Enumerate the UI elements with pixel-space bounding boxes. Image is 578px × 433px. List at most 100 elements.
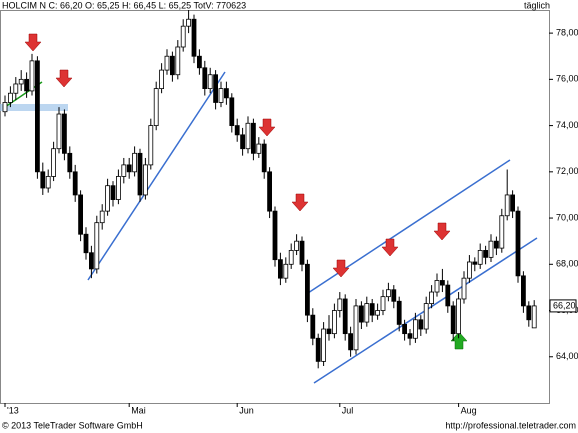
- y-tick-label: 64,00: [556, 351, 578, 361]
- candle-body: [116, 176, 121, 200]
- candle-body: [299, 240, 305, 265]
- period-label: täglich: [524, 0, 550, 10]
- candle-body: [35, 60, 40, 173]
- y-tick-label: 68,00: [556, 259, 578, 269]
- candle-body: [283, 263, 289, 279]
- candle-body: [180, 25, 186, 48]
- candle-body: [89, 252, 94, 270]
- candle-body: [277, 259, 283, 279]
- candle-body: [186, 18, 192, 27]
- candle-body: [499, 215, 505, 249]
- candle-body: [310, 314, 316, 339]
- candle-body: [256, 143, 262, 154]
- candle-body: [418, 319, 424, 330]
- sell-arrow: [55, 69, 73, 88]
- candle-body: [272, 210, 278, 261]
- candle-body: [348, 333, 354, 351]
- candle-body: [164, 55, 170, 71]
- candle-body: [83, 233, 89, 254]
- candle-body: [423, 303, 429, 330]
- candle-body: [229, 97, 235, 126]
- candle-body: [159, 69, 165, 89]
- candle-body: [67, 152, 73, 173]
- candle-body: [191, 18, 197, 57]
- candle-body: [110, 185, 116, 200]
- trend-line: [87, 71, 226, 281]
- candle-body: [369, 303, 375, 316]
- candle-body: [267, 171, 273, 212]
- candle-body: [250, 122, 256, 154]
- candle-body: [391, 289, 397, 302]
- candle-body: [132, 152, 138, 173]
- candle-body: [213, 74, 219, 103]
- candle-body: [72, 171, 78, 196]
- candle-body: [196, 55, 202, 69]
- candle-body: [218, 88, 224, 103]
- candle-body: [121, 164, 127, 177]
- candle-body: [13, 83, 19, 94]
- y-tick-label: 70,00: [556, 212, 578, 222]
- candle-body: [412, 319, 418, 339]
- candle-body: [202, 67, 208, 90]
- candle-body: [488, 240, 494, 258]
- sell-arrow: [381, 238, 399, 257]
- candle-body: [429, 291, 435, 304]
- candle-body: [331, 310, 337, 335]
- x-tick-label: Mai: [131, 405, 146, 415]
- candle-body: [137, 152, 143, 196]
- source-url: http://professional.teletrader.com: [445, 420, 576, 430]
- candle-body: [445, 284, 451, 307]
- candle-body: [40, 171, 46, 189]
- sell-arrow: [258, 118, 276, 137]
- candle-body: [105, 185, 110, 212]
- candle-body: [380, 296, 386, 311]
- candle-body: [78, 194, 83, 235]
- candle-body: [337, 298, 343, 311]
- sell-arrow: [332, 259, 350, 278]
- sell-arrow: [433, 222, 451, 241]
- candle-body: [7, 92, 13, 103]
- candle-body: [142, 164, 148, 196]
- candle-body: [466, 261, 472, 279]
- candle-body: [385, 289, 391, 298]
- candle-body: [45, 176, 51, 189]
- candle-body: [450, 305, 456, 335]
- candle-body: [483, 250, 489, 258]
- candle-body: [515, 210, 521, 277]
- candle-body: [531, 305, 537, 329]
- sell-arrow: [24, 33, 42, 52]
- candle-body: [234, 125, 240, 136]
- y-tick-label: 76,00: [556, 74, 578, 84]
- candle-body: [24, 78, 30, 92]
- candle-body: [434, 280, 440, 293]
- candle-body: [99, 210, 105, 224]
- y-tick-label: 72,00: [556, 166, 578, 176]
- y-tick-label: 78,00: [556, 27, 578, 37]
- candle-body: [315, 337, 321, 362]
- candle-body: [326, 328, 332, 335]
- candle-body: [396, 300, 402, 325]
- copyright: © 2013 TeleTrader Software GmbH: [2, 420, 143, 430]
- x-tick-label: Jun: [239, 405, 254, 415]
- candle-body: [342, 298, 348, 335]
- candle-body: [62, 113, 67, 154]
- candle-body: [2, 102, 8, 113]
- candle-body: [510, 194, 516, 212]
- candle-body: [353, 305, 359, 351]
- candle-body: [439, 280, 445, 286]
- candle-body: [321, 328, 327, 362]
- candle-body: [18, 78, 24, 85]
- candle-body: [56, 113, 62, 150]
- candle-body: [358, 305, 364, 323]
- candle-body: [456, 298, 462, 335]
- candle-body: [207, 74, 213, 89]
- candle-body: [169, 55, 175, 76]
- last-price-label: 66,20: [553, 300, 576, 310]
- sell-arrow: [291, 193, 309, 212]
- y-tick-label: 74,00: [556, 120, 578, 130]
- candle-body: [402, 323, 408, 335]
- candle-body: [245, 122, 251, 150]
- candle-body: [29, 60, 35, 92]
